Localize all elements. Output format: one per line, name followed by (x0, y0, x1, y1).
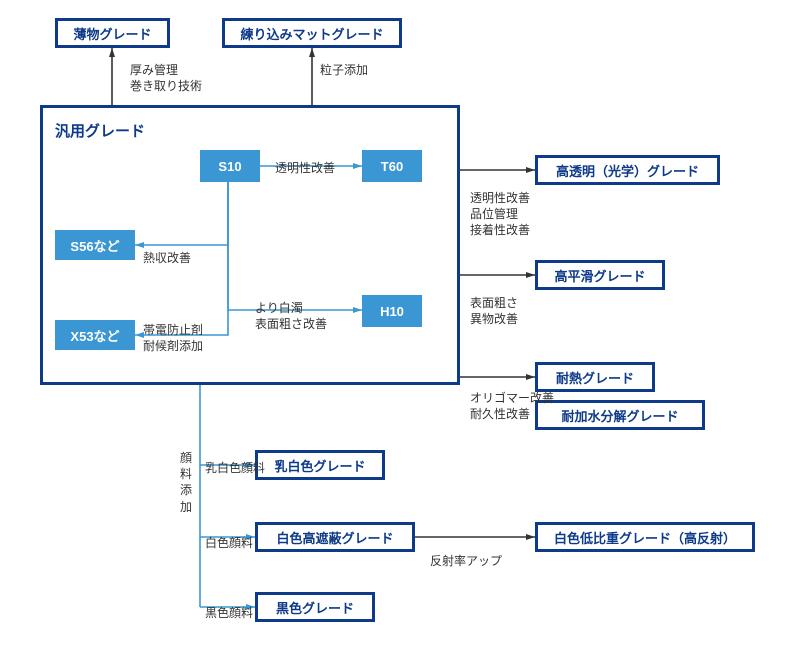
label-lbl_milky_p: 乳白色顔料 (205, 460, 265, 476)
node-white_opq: 白色高遮蔽グレード (255, 522, 415, 552)
node-t60: T60 (362, 150, 422, 182)
node-black: 黒色グレード (255, 592, 375, 622)
node-high_trans: 高透明（光学）グレード (535, 155, 720, 185)
label-lbl_white_p: 白色顔料 (205, 535, 253, 551)
node-s56: S56など (55, 230, 135, 260)
node-thin: 薄物グレード (55, 18, 170, 48)
node-heat_res: 耐熱グレード (535, 362, 655, 392)
label-lbl_particle: 粒子添加 (320, 62, 368, 78)
label-lbl_thick: 厚み管理 巻き取り技術 (130, 62, 202, 94)
node-x53: X53など (55, 320, 135, 350)
label-lbl_black_p: 黒色顔料 (205, 605, 253, 621)
label-lbl_pigment: 顔 料 添 加 (180, 450, 192, 515)
label-lbl_trans1: 透明性改善 (275, 160, 335, 176)
label-lbl_oligo: オリゴマー改善 耐久性改善 (470, 390, 554, 422)
label-lbl_trans2: 透明性改善 品位管理 接着性改善 (470, 190, 530, 239)
diagram-stage: 汎用グレード 薄物グレード 練り込みマットグレード S10 T60 S56など X53など H… (0, 0, 800, 650)
node-white_low: 白色低比重グレード（高反射） (535, 522, 755, 552)
node-high_smooth: 高平滑グレード (535, 260, 665, 290)
node-matte: 練り込みマットグレード (222, 18, 402, 48)
node-hydro_res: 耐加水分解グレード (535, 400, 705, 430)
container-title: 汎用グレード (55, 120, 145, 141)
node-milky: 乳白色グレード (255, 450, 385, 480)
label-lbl_anti: 帯電防止剤 耐候剤添加 (143, 322, 203, 354)
label-lbl_haze: より白濁 表面粗さ改善 (255, 300, 327, 332)
node-h10: H10 (362, 295, 422, 327)
label-lbl_reflect: 反射率アップ (430, 553, 502, 569)
label-lbl_rough: 表面粗さ 異物改善 (470, 295, 518, 327)
node-s10: S10 (200, 150, 260, 182)
label-lbl_heat_shr: 熱収改善 (143, 250, 191, 266)
